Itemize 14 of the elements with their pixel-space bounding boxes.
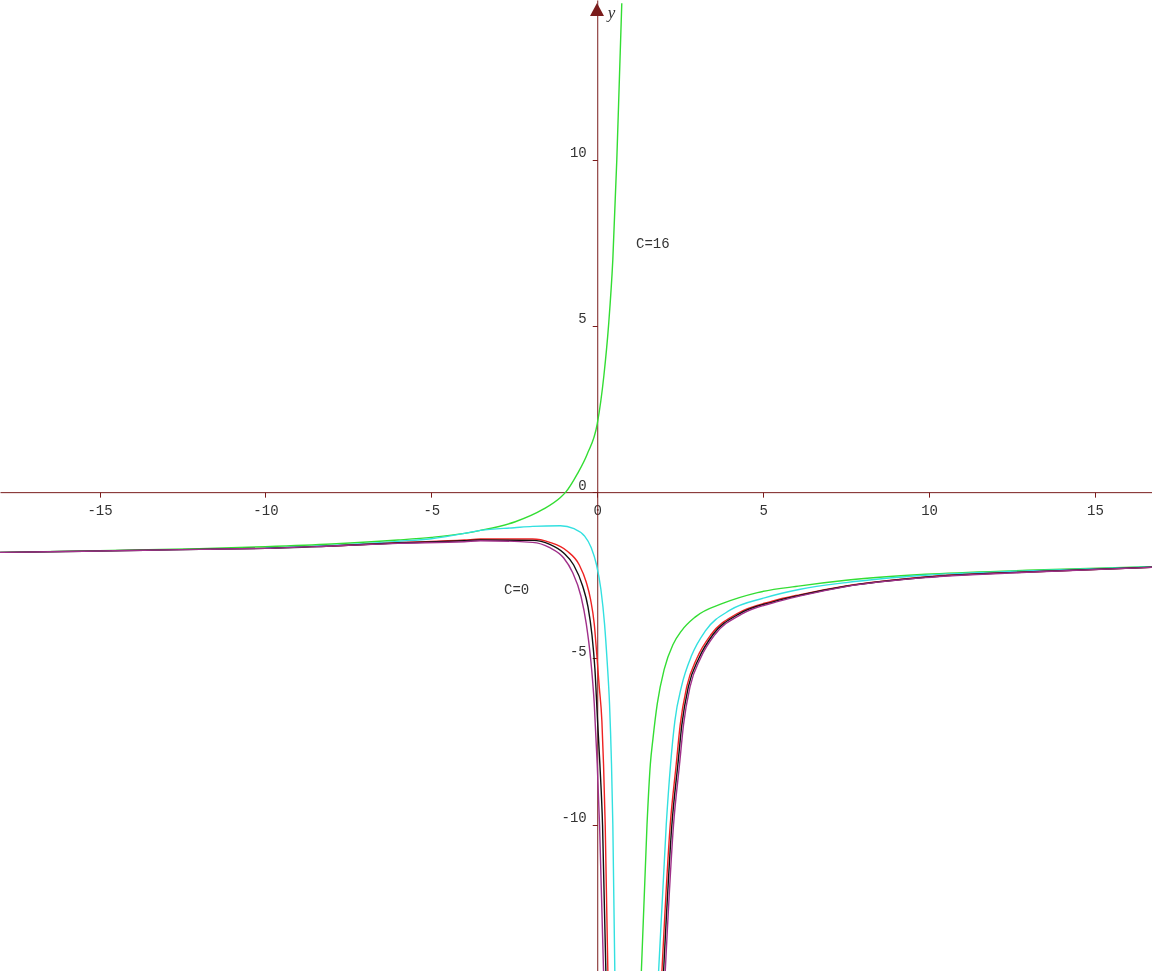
x-tick-label: 5 [759, 502, 768, 519]
y-tick-label: -5 [569, 643, 587, 660]
annotation: C=0 [504, 582, 530, 598]
x-tick-label: 15 [1087, 502, 1104, 519]
x-tick-label: -5 [423, 502, 441, 519]
y-tick-label: 5 [578, 311, 587, 328]
annotation: C=16 [636, 236, 670, 252]
x-tick-label: 10 [921, 502, 938, 519]
y-tick-label: -10 [561, 810, 587, 827]
x-tick-label: -15 [87, 502, 113, 519]
x-tick-label: -10 [253, 502, 279, 519]
y-tick-label: 0 [578, 477, 587, 494]
y-axis-title: y [605, 2, 616, 22]
y-tick-label: 10 [569, 145, 587, 162]
